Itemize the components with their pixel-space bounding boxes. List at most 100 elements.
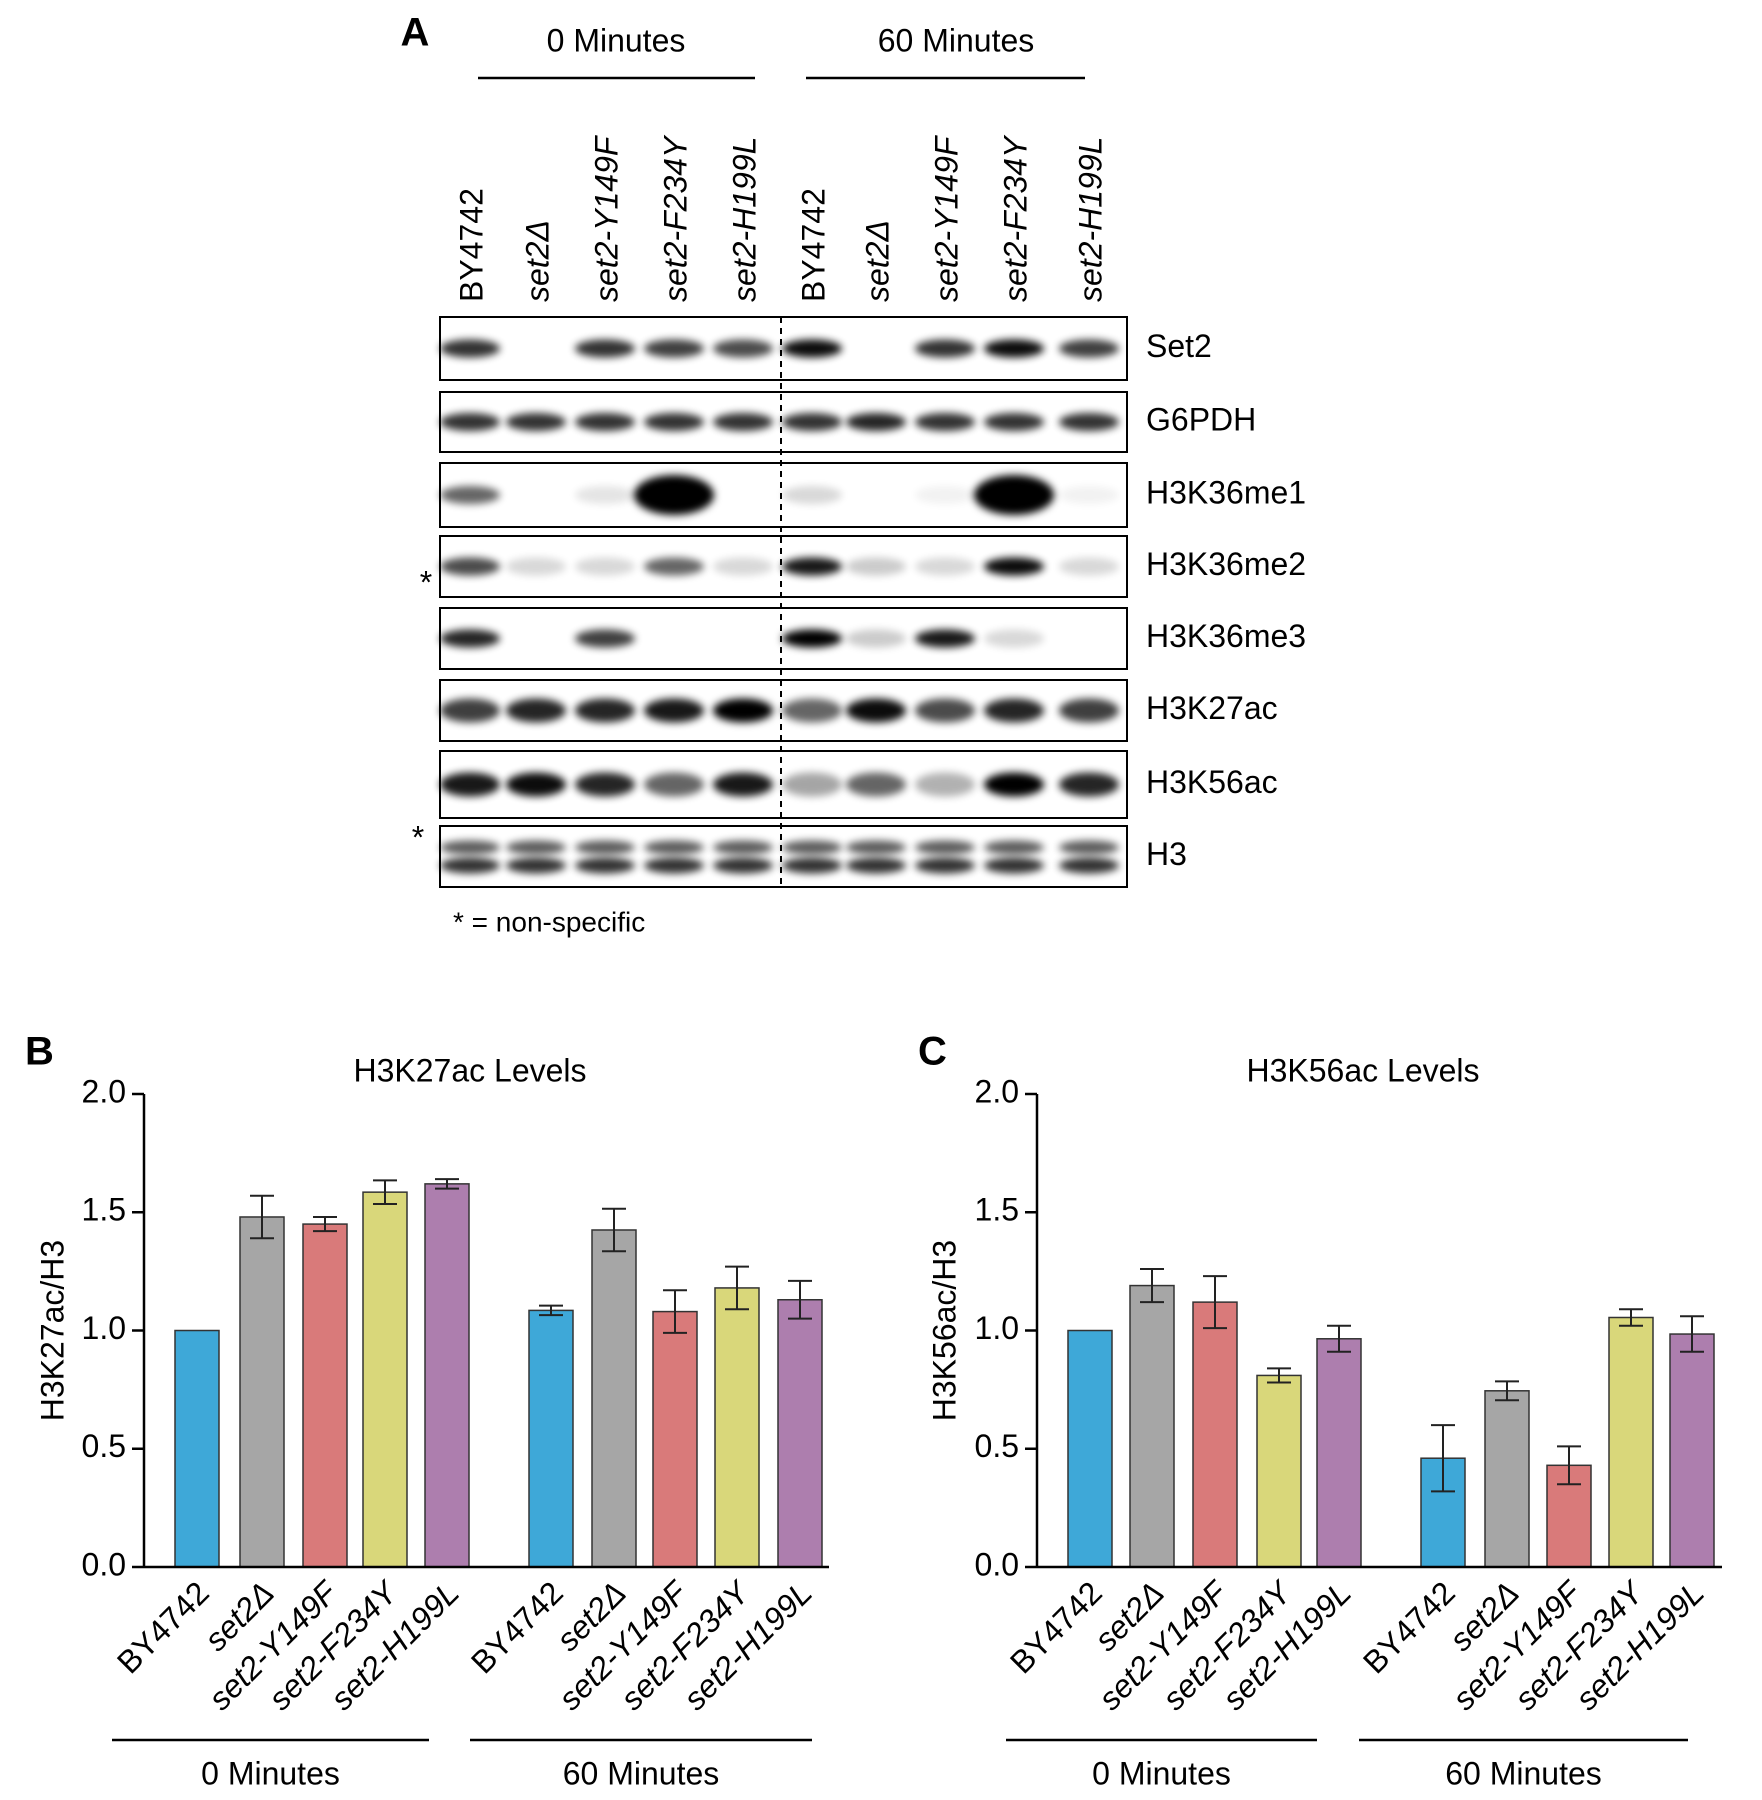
blot-label: H3K56ac bbox=[1146, 764, 1278, 800]
error-bar bbox=[373, 1179, 397, 1205]
bar bbox=[1484, 1390, 1530, 1568]
band bbox=[846, 857, 906, 874]
y-tick-label: 1.0 bbox=[975, 1310, 1019, 1346]
band bbox=[644, 772, 704, 797]
band bbox=[440, 629, 500, 648]
band bbox=[644, 698, 704, 723]
band bbox=[506, 772, 566, 797]
y-tick-label: 2.0 bbox=[975, 1073, 1019, 1109]
bar bbox=[302, 1223, 348, 1568]
lane-label: set2-Y149F bbox=[588, 134, 624, 302]
lane-label: BY4742 bbox=[795, 188, 831, 302]
band bbox=[713, 840, 773, 855]
band bbox=[846, 840, 906, 855]
band bbox=[506, 840, 566, 855]
error-bar bbox=[435, 1178, 459, 1190]
band bbox=[984, 629, 1044, 648]
bar bbox=[1256, 1374, 1302, 1568]
band bbox=[846, 629, 906, 648]
band bbox=[782, 339, 842, 358]
band bbox=[915, 557, 975, 576]
blot-label: H3 bbox=[1146, 836, 1187, 872]
band bbox=[575, 698, 635, 723]
bar bbox=[1669, 1333, 1715, 1568]
asterisk: * bbox=[412, 819, 424, 855]
bar bbox=[424, 1183, 470, 1568]
chart-title: H3K27ac Levels bbox=[353, 1052, 586, 1088]
band bbox=[1059, 698, 1119, 723]
band bbox=[644, 857, 704, 874]
band bbox=[644, 557, 704, 576]
error-bar bbox=[250, 1194, 274, 1240]
error-bar bbox=[1619, 1308, 1643, 1327]
bar bbox=[714, 1287, 760, 1568]
band bbox=[644, 339, 704, 358]
error-bar bbox=[1140, 1268, 1164, 1304]
band bbox=[440, 772, 500, 797]
error-bar bbox=[1431, 1424, 1455, 1493]
band bbox=[440, 840, 500, 855]
bar bbox=[1316, 1338, 1362, 1568]
band bbox=[782, 557, 842, 576]
band bbox=[915, 413, 975, 431]
lane-label: set2-Y149F bbox=[928, 134, 964, 302]
band bbox=[575, 772, 635, 797]
band bbox=[440, 413, 500, 431]
band bbox=[915, 772, 975, 797]
bar bbox=[591, 1229, 637, 1568]
x-tick-label: BY4742 bbox=[110, 1574, 216, 1680]
lane-label: set2Δ bbox=[519, 220, 555, 302]
asterisk: * bbox=[420, 564, 432, 600]
group-label: 0 Minutes bbox=[201, 1755, 340, 1791]
panel-label: B bbox=[25, 1030, 54, 1074]
band bbox=[984, 840, 1044, 855]
bar bbox=[1608, 1316, 1654, 1568]
chart-title: H3K56ac Levels bbox=[1246, 1052, 1479, 1088]
bar bbox=[652, 1310, 698, 1568]
band bbox=[782, 486, 842, 504]
y-axis-label: H3K27ac/H3 bbox=[34, 1240, 70, 1421]
band bbox=[506, 413, 566, 431]
error-bar bbox=[539, 1304, 563, 1317]
band bbox=[575, 557, 635, 576]
band bbox=[984, 698, 1044, 723]
band bbox=[713, 857, 773, 874]
group-label: 0 Minutes bbox=[1092, 1755, 1231, 1791]
band bbox=[634, 475, 714, 515]
y-axis-label: H3K56ac/H3 bbox=[926, 1240, 962, 1421]
band bbox=[782, 857, 842, 874]
band bbox=[915, 840, 975, 855]
band bbox=[575, 339, 635, 358]
band bbox=[440, 857, 500, 874]
band bbox=[782, 772, 842, 797]
y-tick-label: 0.0 bbox=[975, 1546, 1019, 1582]
band bbox=[1059, 857, 1119, 874]
band bbox=[713, 339, 773, 358]
band bbox=[846, 772, 906, 797]
panel-label: A bbox=[401, 11, 430, 55]
error-bar bbox=[1203, 1275, 1227, 1330]
blot-label: H3K36me1 bbox=[1146, 474, 1306, 510]
band bbox=[846, 698, 906, 723]
band bbox=[846, 557, 906, 576]
y-tick-label: 0.0 bbox=[82, 1546, 126, 1582]
band bbox=[440, 557, 500, 576]
band bbox=[984, 857, 1044, 874]
blot-label: H3K27ac bbox=[1146, 690, 1278, 726]
band bbox=[575, 413, 635, 431]
band bbox=[915, 629, 975, 648]
band bbox=[984, 772, 1044, 797]
bar bbox=[1192, 1301, 1238, 1568]
bar bbox=[1067, 1329, 1113, 1568]
error-bar bbox=[788, 1279, 812, 1320]
error-bar bbox=[1267, 1367, 1291, 1384]
band bbox=[506, 698, 566, 723]
y-tick-label: 1.5 bbox=[975, 1192, 1019, 1228]
y-tick-label: 2.0 bbox=[82, 1073, 126, 1109]
y-tick-label: 1.5 bbox=[82, 1192, 126, 1228]
error-bar bbox=[663, 1289, 687, 1334]
band bbox=[782, 629, 842, 648]
error-bar bbox=[313, 1215, 337, 1233]
band bbox=[782, 840, 842, 855]
lane-label: set2-F234Y bbox=[997, 134, 1033, 302]
